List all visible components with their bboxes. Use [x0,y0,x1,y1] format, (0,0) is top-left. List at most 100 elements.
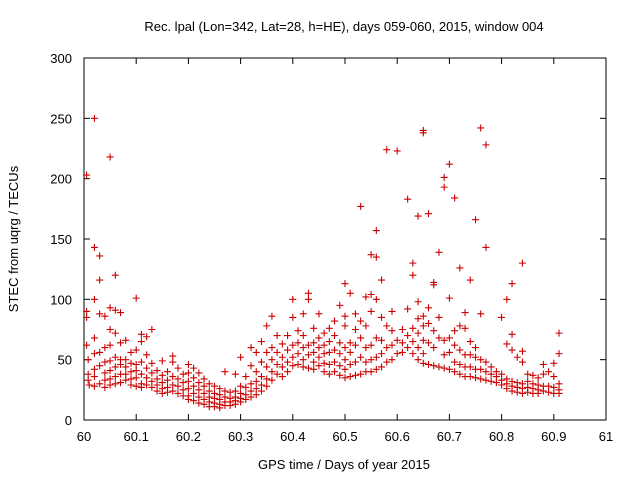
data-point [289,313,297,321]
data-point [513,353,521,361]
data-point [195,399,203,407]
data-point [477,310,485,318]
data-point [268,344,276,352]
data-point [487,377,495,385]
data-point [310,348,318,356]
data-point [331,332,339,340]
data-point [231,400,239,408]
data-point [83,171,91,179]
data-point [284,346,292,354]
data-point [378,276,386,284]
data-point [383,146,391,154]
data-point [456,264,464,272]
data-point [388,307,396,315]
data-point [430,362,438,370]
data-point [315,353,323,361]
data-point [195,369,203,377]
data-point [148,326,156,333]
data-point [518,358,526,366]
data-point [184,360,192,368]
data-point [419,350,427,358]
data-point [247,387,255,395]
data-point [378,336,386,344]
x-tick-label: 60.7 [437,429,462,444]
data-point [117,339,125,347]
data-point [378,350,386,358]
data-point [545,368,553,376]
data-point [529,371,537,379]
data-point [346,348,354,356]
data-point [409,324,417,332]
data-point [498,313,506,321]
data-point [96,380,104,388]
data-point [263,375,271,383]
data-point [101,383,109,391]
data-point [508,346,516,354]
data-point [351,358,359,366]
data-point [190,397,198,405]
data-point [419,312,427,320]
data-point [106,367,114,375]
data-point [106,381,114,389]
data-point [278,363,286,371]
data-point [445,160,453,168]
data-point [96,310,104,318]
data-point [289,295,297,303]
data-point [524,377,532,385]
data-point [472,353,479,361]
data-point [419,359,427,367]
data-point [127,368,135,376]
data-point [456,322,464,330]
data-point [435,313,443,321]
data-point [518,347,526,355]
data-point [263,363,271,371]
data-point [111,271,119,279]
data-point [299,344,307,352]
data-point [388,327,396,335]
data-point [278,353,286,361]
data-point [430,344,438,352]
data-point [90,350,98,358]
data-point [367,368,375,376]
data-point [252,348,260,356]
data-point [148,359,156,367]
data-point [169,381,177,389]
data-point [325,370,333,378]
data-point [372,353,380,361]
x-axis: 60 60.1 60.2 60.3 60.4 60.5 60.6 60.7 60.8 60.9 61 [77,58,613,444]
x-tick-label: 60.2 [176,429,201,444]
data-point [231,387,239,395]
data-point [127,381,135,389]
data-point [367,291,375,299]
data-point [539,387,547,395]
data-point [425,360,433,368]
data-point [310,324,318,332]
data-point [111,329,119,337]
data-point [164,388,172,396]
data-point [132,360,140,368]
data-point [398,348,406,356]
data-point [83,307,91,315]
data-point [200,375,208,383]
data-point [179,379,187,387]
data-point [299,332,307,340]
data-point [325,324,333,332]
y-tick-label: 100 [50,292,72,307]
data-point [508,387,516,395]
data-point [273,348,281,356]
data-point [148,369,156,377]
data-point [419,336,427,344]
data-point [216,385,224,393]
data-point [362,293,370,301]
data-point [315,310,323,318]
data-point [132,382,140,390]
data-point [263,348,271,356]
data-point [84,356,92,364]
data-point [378,363,386,371]
data-point [456,370,464,378]
data-point [513,388,521,396]
data-point [263,322,271,330]
data-point [174,389,182,397]
data-point [90,334,98,342]
x-tick-label: 60.3 [228,429,253,444]
